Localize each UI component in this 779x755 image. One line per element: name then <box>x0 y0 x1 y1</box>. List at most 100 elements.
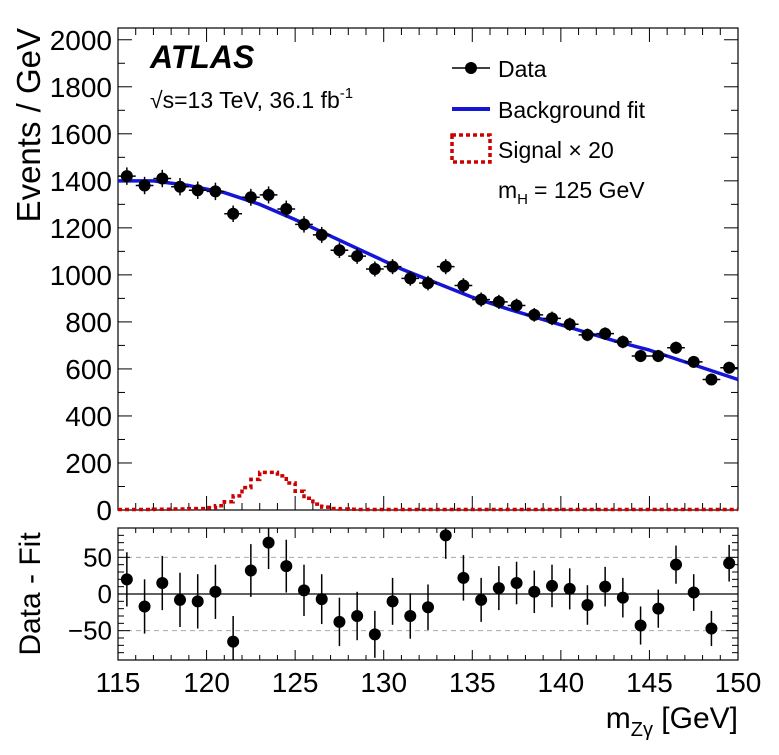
energy-label: √s=13 TeV, 36.1 fb-1 <box>150 85 353 113</box>
data-point <box>475 293 488 306</box>
residual-point <box>174 593 186 606</box>
x-tick-label: 145 <box>626 667 673 698</box>
data-point <box>422 277 434 290</box>
bottom-y-tick-label: 50 <box>83 542 112 572</box>
residual-point <box>599 580 612 593</box>
bottom-y-tick-label: 0 <box>98 579 112 609</box>
residual-point <box>670 558 682 571</box>
residual-point <box>244 564 257 577</box>
data-point <box>174 180 186 193</box>
legend-signal-label: Signal × 20 <box>498 137 614 163</box>
data-point <box>599 327 612 340</box>
top-y-tick-label: 800 <box>65 307 112 338</box>
bottom-y-tick-labels: −50 0 50 <box>68 542 112 645</box>
x-tick-label: 115 <box>96 667 141 698</box>
legend-fit-label: Background fit <box>498 97 646 123</box>
residual-point <box>227 635 240 648</box>
residual-point <box>209 585 222 598</box>
top-y-tick-label: 1800 <box>50 72 112 103</box>
data-point <box>581 328 594 341</box>
residual-point <box>563 582 576 595</box>
atlas-label: ATLAS <box>149 39 255 75</box>
data-point <box>280 203 293 216</box>
top-y-tick-label: 1000 <box>50 260 112 291</box>
residual-point <box>422 601 434 614</box>
residual-point <box>298 584 310 597</box>
residual-point <box>351 610 364 622</box>
top-y-tick-label: 0 <box>96 495 112 526</box>
data-point <box>262 188 275 201</box>
x-axis-label-sub: Zγ <box>631 719 653 741</box>
x-axis-label-symbol: m <box>606 702 631 735</box>
energy-label-main: √s=13 TeV, 36.1 fb <box>150 87 340 113</box>
residual-point <box>120 573 133 586</box>
legend-signal-name: Signal <box>498 137 562 163</box>
residual-point <box>581 599 594 611</box>
residual-point <box>687 586 700 599</box>
top-y-tick-label: 600 <box>65 354 112 385</box>
x-tick-label: 150 <box>715 667 762 698</box>
top-y-tick-label: 2000 <box>50 25 112 56</box>
energy-label-sup: -1 <box>340 85 353 102</box>
data-point <box>315 228 328 241</box>
x-tick-label: 130 <box>360 667 407 698</box>
legend-data-marker <box>465 62 477 74</box>
legend-data-label: Data <box>498 56 547 82</box>
residual-point <box>528 585 541 598</box>
residual-point <box>315 593 328 606</box>
residual-point <box>138 600 151 613</box>
data-point <box>457 279 470 292</box>
top-y-tick-label: 1200 <box>50 213 112 244</box>
data-point <box>528 308 541 321</box>
residual-point <box>546 579 558 592</box>
data-point <box>723 361 736 374</box>
legend-mass-label: mH = 125 GeV <box>498 177 645 208</box>
top-axis-ticks <box>117 28 739 511</box>
legend-mass-symbol: m <box>498 177 517 203</box>
data-point <box>492 295 505 308</box>
x-tick-label: 125 <box>272 667 319 698</box>
residual-point <box>705 622 718 635</box>
signal-histogram-path <box>118 470 738 512</box>
data-point <box>244 191 257 204</box>
residual-point <box>368 628 381 641</box>
data-point <box>386 260 399 273</box>
data-point <box>120 170 133 183</box>
legend: Data Background fit Signal × 20 mH = 125 … <box>450 56 646 208</box>
legend-mass-value: = 125 GeV <box>534 177 645 203</box>
residual-point <box>156 577 169 589</box>
bottom-y-tick-label: −50 <box>68 616 112 646</box>
residual-point <box>333 615 346 628</box>
residual-point <box>475 593 488 606</box>
x-tick-label: 135 <box>449 667 496 698</box>
residual-point <box>457 571 470 584</box>
residual-point <box>723 557 736 570</box>
top-y-tick-label: 400 <box>65 401 112 432</box>
data-points-layer <box>118 167 738 386</box>
top-y-tick-labels: 0 200 400 600 800 1000 1200 1400 1600 1800 2000 <box>50 25 112 526</box>
data-point <box>652 349 665 362</box>
legend-signal-box <box>450 133 492 164</box>
data-point <box>634 349 647 362</box>
data-point <box>351 250 364 263</box>
data-point <box>227 207 240 220</box>
data-point <box>705 373 718 386</box>
x-tick-label: 120 <box>183 667 230 698</box>
residual-point <box>616 591 629 604</box>
data-point <box>687 355 700 368</box>
data-point <box>510 299 523 312</box>
data-point <box>368 263 381 275</box>
residual-point <box>439 529 452 542</box>
data-point <box>138 179 151 192</box>
data-point <box>563 318 576 331</box>
residual-point <box>404 610 417 622</box>
legend-signal-factor: × 20 <box>568 137 613 163</box>
x-axis-label-unit: [GeV] <box>653 702 738 735</box>
data-point <box>439 260 452 273</box>
residual-point <box>492 582 505 595</box>
data-point <box>670 341 682 354</box>
data-point <box>404 272 417 285</box>
residual-point <box>386 595 399 608</box>
